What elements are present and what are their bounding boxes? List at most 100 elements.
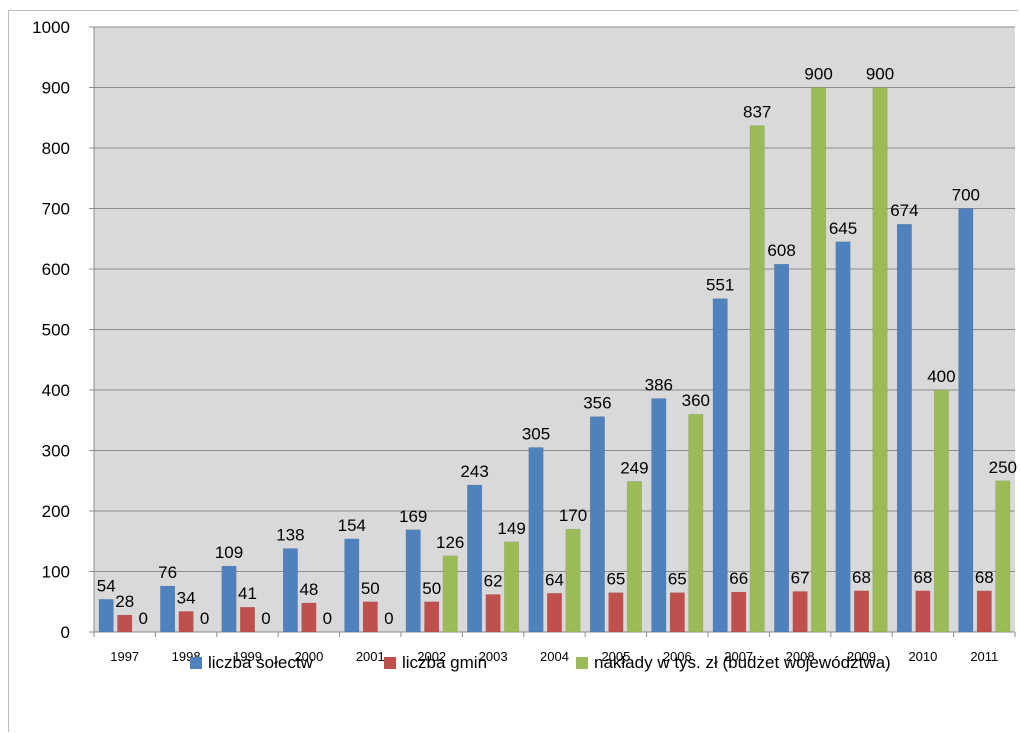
- bar-gmin: [485, 594, 501, 633]
- data-label: 34: [177, 588, 196, 607]
- bar-gmin: [240, 606, 255, 633]
- y-tick-label: 1000: [32, 18, 70, 37]
- data-label: 50: [361, 579, 380, 598]
- data-label: 68: [975, 568, 994, 587]
- y-tick-label: 700: [42, 200, 70, 219]
- data-label: 64: [545, 570, 564, 589]
- bar-solectw: [528, 447, 544, 633]
- data-label: 68: [852, 568, 871, 587]
- y-tick-label: 600: [42, 260, 70, 279]
- data-label: 170: [559, 506, 587, 525]
- data-label: 674: [890, 201, 918, 220]
- data-label: 0: [138, 609, 147, 628]
- x-tick-label: 2010: [908, 649, 937, 664]
- data-label: 305: [522, 424, 550, 443]
- bar-gmin: [608, 592, 624, 633]
- data-label: 0: [261, 609, 270, 628]
- bar-naklady: [872, 87, 888, 633]
- legend-swatch: [190, 657, 202, 669]
- y-tick-label: 900: [42, 79, 70, 98]
- data-label: 41: [238, 584, 257, 603]
- y-tick-label: 300: [42, 442, 70, 461]
- data-label: 0: [384, 609, 393, 628]
- data-label: 900: [866, 65, 894, 84]
- x-tick-label: 2011: [970, 649, 998, 664]
- bar-naklady: [565, 528, 581, 633]
- bar-solectw: [405, 529, 421, 633]
- bar-solectw: [958, 208, 974, 633]
- y-tick-label: 100: [42, 563, 70, 582]
- bar-gmin: [731, 591, 747, 633]
- bar-naklady: [688, 413, 704, 633]
- legend-label: nakłady w tys. zł (budżet województwa): [594, 653, 891, 672]
- bar-gmin: [792, 591, 808, 633]
- legend-swatch: [576, 657, 588, 669]
- data-label: 154: [338, 516, 366, 535]
- data-label: 645: [829, 219, 857, 238]
- x-tick-label: 2001: [356, 649, 385, 664]
- bar-solectw: [651, 398, 667, 633]
- plot-area: 0100200300400500600700800900100019975428…: [32, 18, 1017, 664]
- bar-solectw: [774, 263, 790, 633]
- y-tick-label: 800: [42, 139, 70, 158]
- bar-gmin: [547, 593, 562, 633]
- legend-label: liczba gmin: [402, 653, 487, 672]
- data-label: 28: [115, 592, 134, 611]
- bar-naklady: [995, 480, 1011, 633]
- bar-solectw: [589, 416, 605, 633]
- bar-gmin: [301, 602, 317, 633]
- y-tick-label: 0: [61, 623, 70, 642]
- bar-naklady: [811, 87, 827, 633]
- bar-naklady: [504, 541, 520, 633]
- data-label: 356: [583, 394, 611, 413]
- bar-solectw: [712, 298, 728, 633]
- bar-solectw: [467, 484, 483, 633]
- data-label: 386: [645, 375, 673, 394]
- legend-label: liczba sołectw: [208, 653, 314, 672]
- bar-gmin: [854, 590, 869, 633]
- y-tick-label: 200: [42, 502, 70, 521]
- x-tick-label: 2008: [786, 649, 815, 664]
- bar-solectw: [221, 565, 237, 633]
- data-label: 54: [97, 576, 116, 595]
- data-label: 400: [927, 367, 955, 386]
- data-label: 149: [497, 519, 525, 538]
- data-label: 48: [299, 580, 318, 599]
- bar-solectw: [896, 223, 912, 633]
- bar-solectw: [98, 599, 114, 633]
- data-label: 126: [436, 533, 464, 552]
- data-label: 50: [422, 579, 441, 598]
- legend: liczba sołectw liczba gmin nakłady w tys. …: [190, 653, 891, 672]
- data-label: 837: [743, 103, 771, 122]
- legend-swatch: [384, 657, 396, 669]
- y-tick-label: 400: [42, 381, 70, 400]
- data-label: 169: [399, 507, 427, 526]
- bar-solectw: [835, 241, 851, 633]
- bar-gmin: [424, 601, 440, 633]
- bar-gmin: [669, 592, 685, 633]
- data-label: 360: [682, 391, 710, 410]
- x-tick-label: 2006: [663, 649, 692, 664]
- data-label: 65: [606, 570, 625, 589]
- x-tick-label: 1999: [233, 649, 262, 664]
- bar-naklady: [749, 125, 765, 633]
- chart-frame: [8, 10, 1018, 732]
- data-label: 138: [276, 526, 304, 545]
- x-tick-label: 2000: [294, 649, 323, 664]
- data-label: 0: [200, 609, 209, 628]
- x-tick-label: 2009: [847, 649, 876, 664]
- bar-gmin: [117, 614, 133, 633]
- bar-solectw: [344, 538, 360, 633]
- x-tick-label: 2007: [724, 649, 753, 664]
- bar-solectw: [282, 548, 298, 633]
- bar-naklady: [933, 389, 949, 633]
- bar-gmin: [915, 590, 931, 633]
- x-tick-label: 2005: [601, 649, 630, 664]
- bar-gmin: [976, 590, 992, 633]
- data-label: 250: [989, 458, 1017, 477]
- bar-naklady: [442, 555, 458, 633]
- x-tick-label: 2004: [540, 649, 569, 664]
- bar-naklady: [626, 481, 642, 633]
- data-label: 76: [158, 563, 177, 582]
